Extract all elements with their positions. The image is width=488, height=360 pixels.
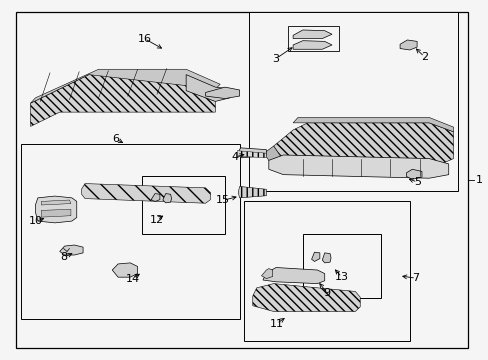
Bar <box>244 202 409 341</box>
Polygon shape <box>30 75 215 126</box>
Polygon shape <box>268 155 448 178</box>
Polygon shape <box>163 194 171 203</box>
Polygon shape <box>292 30 331 39</box>
Text: 11: 11 <box>269 319 283 329</box>
Text: 10: 10 <box>29 216 43 226</box>
Text: 12: 12 <box>150 215 163 225</box>
Polygon shape <box>237 151 266 158</box>
Text: 3: 3 <box>272 54 279 64</box>
Polygon shape <box>205 87 239 99</box>
Text: 5: 5 <box>413 177 420 187</box>
Polygon shape <box>41 209 71 217</box>
Polygon shape <box>151 194 160 202</box>
Polygon shape <box>252 284 360 311</box>
Text: 16: 16 <box>137 33 151 44</box>
Polygon shape <box>30 69 220 103</box>
Polygon shape <box>322 253 330 263</box>
Text: 2: 2 <box>420 52 427 62</box>
Text: 15: 15 <box>216 195 230 205</box>
Text: 8: 8 <box>60 252 67 262</box>
Bar <box>302 234 380 298</box>
Polygon shape <box>186 75 229 102</box>
Polygon shape <box>35 196 77 223</box>
Text: 7: 7 <box>412 273 419 283</box>
Polygon shape <box>112 263 137 277</box>
Polygon shape <box>238 148 266 158</box>
Bar <box>287 26 339 51</box>
Text: 9: 9 <box>323 288 330 298</box>
Bar <box>142 176 224 234</box>
Text: 6: 6 <box>112 134 119 144</box>
Bar <box>249 12 458 191</box>
Text: 14: 14 <box>125 274 140 284</box>
Polygon shape <box>238 186 266 198</box>
Polygon shape <box>261 269 272 279</box>
Polygon shape <box>406 169 421 179</box>
Polygon shape <box>41 200 71 205</box>
Text: 4: 4 <box>231 152 238 162</box>
Polygon shape <box>263 267 324 284</box>
Polygon shape <box>292 117 453 132</box>
Text: 1: 1 <box>475 175 482 185</box>
Text: 13: 13 <box>334 272 348 282</box>
Polygon shape <box>273 123 453 169</box>
Polygon shape <box>311 252 319 261</box>
Polygon shape <box>399 40 416 50</box>
Bar <box>21 144 239 319</box>
Polygon shape <box>292 41 331 49</box>
Polygon shape <box>264 146 307 175</box>
Polygon shape <box>81 184 210 203</box>
Polygon shape <box>60 245 83 255</box>
